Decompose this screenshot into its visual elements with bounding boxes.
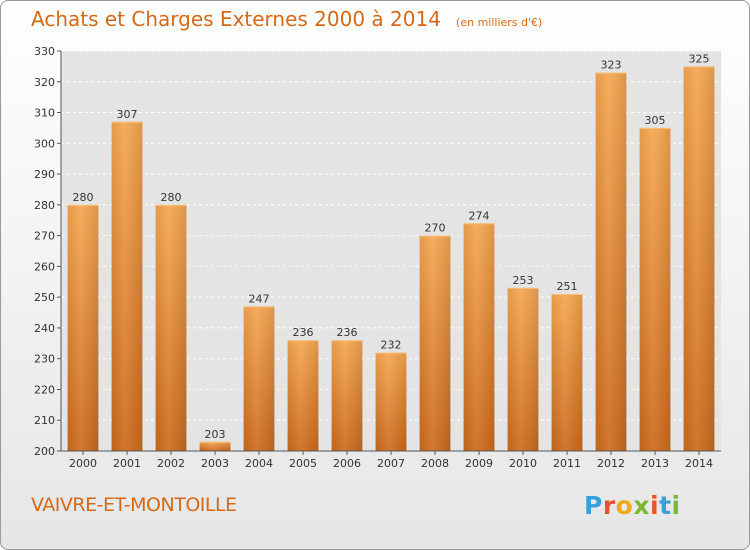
y-tick-label: 260 — [34, 260, 55, 273]
value-label-2006: 236 — [337, 326, 358, 339]
logo-letter: o — [615, 491, 634, 520]
value-label-2008: 270 — [425, 222, 446, 235]
x-axis: 2000 2001 2002 2003 2004 2005 2006 2007 2008 2009… — [61, 450, 721, 470]
value-labels: 280 307 280 203 247 236 236 232 270 274 253 251 323 3… — [73, 52, 710, 440]
chart-title: Achats et Charges Externes 2000 à 2014 — [31, 7, 441, 31]
bar-shade-2003 — [199, 441, 231, 451]
x-tick-label-2014: 2014 — [685, 457, 713, 470]
value-label-2009: 274 — [469, 209, 490, 222]
value-label-2003: 203 — [205, 428, 226, 441]
bar-shade-2002 — [155, 204, 187, 451]
y-axis: 200 210 220 230 240 250 260 270 280 290 300 310 320 3… — [34, 45, 62, 458]
logo-letter: i — [650, 491, 660, 520]
value-label-2001: 307 — [117, 108, 138, 121]
logo-letter: x — [633, 491, 650, 520]
logo-letter: t — [659, 491, 672, 520]
x-tick-label-2007: 2007 — [377, 457, 405, 470]
bar-shade-2011 — [551, 294, 583, 451]
bar-shade-2012 — [595, 72, 627, 452]
value-label-2010: 253 — [513, 274, 534, 287]
value-label-2011: 251 — [557, 280, 578, 293]
y-tick-label: 320 — [34, 76, 55, 89]
x-tick-label-2012: 2012 — [597, 457, 625, 470]
value-label-2000: 280 — [73, 191, 94, 204]
y-tick-label: 210 — [34, 414, 55, 427]
bars — [67, 66, 715, 452]
bar-shade-2000 — [67, 204, 99, 451]
value-label-2002: 280 — [161, 191, 182, 204]
y-tick-label: 230 — [34, 353, 55, 366]
y-tick-label: 270 — [34, 230, 55, 243]
y-tick-label: 330 — [34, 45, 55, 58]
value-label-2005: 236 — [293, 326, 314, 339]
bar-shade-2007 — [375, 352, 407, 451]
value-label-2014: 325 — [689, 52, 710, 65]
proxiti-logo: Proxiti — [584, 491, 681, 520]
y-tick-label: 250 — [34, 291, 55, 304]
x-tick-label-2003: 2003 — [201, 457, 229, 470]
y-tick-label: 280 — [34, 199, 55, 212]
y-tick-label: 310 — [34, 107, 55, 120]
value-label-2012: 323 — [601, 59, 622, 72]
value-label-2013: 305 — [645, 114, 666, 127]
y-tick-label: 300 — [34, 137, 55, 150]
x-tick-label-2010: 2010 — [509, 457, 537, 470]
x-tick-label-2008: 2008 — [421, 457, 449, 470]
x-tick-label-2004: 2004 — [245, 457, 273, 470]
bar-shade-2009 — [463, 223, 495, 451]
x-tick-label-2011: 2011 — [553, 457, 581, 470]
x-tick-label-2005: 2005 — [289, 457, 317, 470]
bar-shade-2005 — [287, 340, 319, 451]
bar-shade-2006 — [331, 340, 363, 451]
y-tick-label: 220 — [34, 383, 55, 396]
title-row: Achats et Charges Externes 2000 à 2014 (… — [31, 7, 542, 31]
bar-shade-2008 — [419, 235, 451, 451]
x-tick-label-2002: 2002 — [157, 457, 185, 470]
x-tick-label-2009: 2009 — [465, 457, 493, 470]
bar-shade-2013 — [639, 127, 671, 451]
y-tick-label: 240 — [34, 322, 55, 335]
chart-subtitle: (en milliers d'€) — [456, 16, 543, 29]
y-tick-label: 290 — [34, 168, 55, 181]
bar-shade-2014 — [683, 66, 715, 451]
commune-name: VAIVRE-ET-MONTOILLE — [31, 494, 237, 516]
value-label-2004: 247 — [249, 292, 270, 305]
logo-letter: P — [584, 491, 603, 520]
x-tick-label-2001: 2001 — [113, 457, 141, 470]
x-tick-label-2006: 2006 — [333, 457, 361, 470]
logo-letter: r — [602, 491, 616, 520]
x-tick-label-2000: 2000 — [69, 457, 97, 470]
x-tick-label-2013: 2013 — [641, 457, 669, 470]
bar-shade-2010 — [507, 287, 539, 451]
bar-shade-2004 — [243, 306, 275, 451]
logo-letter: i — [671, 491, 681, 520]
y-tick-label: 200 — [34, 445, 55, 458]
bar-shade-2001 — [111, 121, 143, 452]
value-label-2007: 232 — [381, 339, 402, 352]
